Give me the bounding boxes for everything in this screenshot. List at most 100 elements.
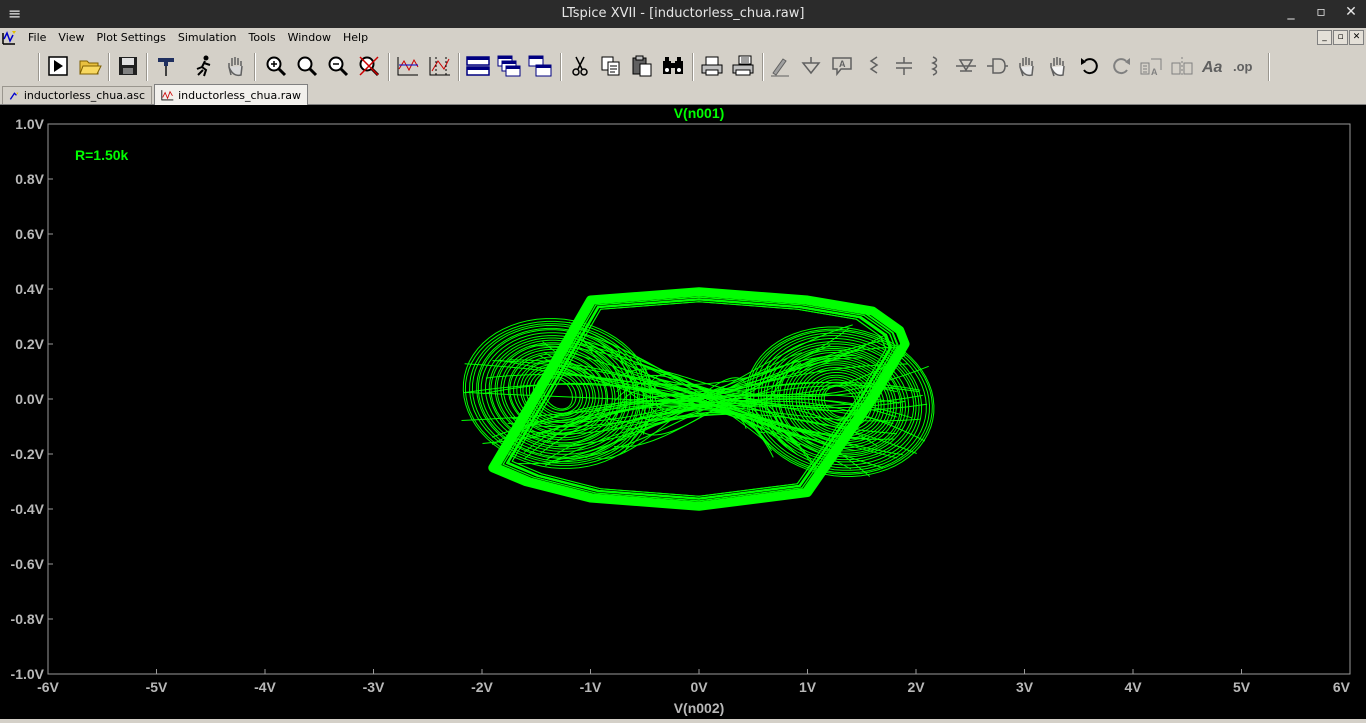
trace-v-n001 xyxy=(461,287,935,511)
title-bar: ≡ LTspice XVII - [inductorless_chua.raw]… xyxy=(0,0,1366,28)
attractor-crossing xyxy=(615,359,797,401)
menu-tools[interactable]: Tools xyxy=(248,31,276,44)
ground-icon[interactable] xyxy=(797,52,825,80)
rotate-icon[interactable]: A xyxy=(1138,52,1166,80)
diode-icon[interactable] xyxy=(952,52,980,80)
control-panel-icon[interactable] xyxy=(152,52,180,80)
x-tick-label: -1V xyxy=(580,679,602,695)
y-tick-label: 0.2V xyxy=(15,336,44,352)
tab-waveform[interactable]: inductorless_chua.raw xyxy=(154,84,308,105)
inductor-icon[interactable] xyxy=(921,52,949,80)
capacitor-icon[interactable] xyxy=(890,52,918,80)
y-tick-label: -1.0V xyxy=(11,666,45,682)
menu-plot-settings[interactable]: Plot Settings xyxy=(96,31,166,44)
x-tick-label: 4V xyxy=(1124,679,1142,695)
attractor-crossing xyxy=(612,363,878,447)
spice-directive-icon[interactable]: .op xyxy=(1231,52,1259,80)
paste-icon[interactable] xyxy=(628,52,656,80)
y-tick-label: 1.0V xyxy=(15,116,44,132)
cut-icon[interactable] xyxy=(566,52,594,80)
undo-icon[interactable] xyxy=(1076,52,1104,80)
zoom-full-icon[interactable] xyxy=(293,52,321,80)
ltspice-app-icon[interactable] xyxy=(0,29,18,47)
menu-view[interactable]: View xyxy=(58,31,85,44)
save-icon[interactable] xyxy=(114,52,142,80)
minimize-button[interactable]: _ xyxy=(1287,4,1295,20)
mark-icon[interactable] xyxy=(426,52,454,80)
toolbar: A A Aa .op xyxy=(0,49,1366,84)
open-icon[interactable] xyxy=(76,52,104,80)
print-setup-icon[interactable] xyxy=(729,52,757,80)
drag-icon[interactable] xyxy=(1045,52,1073,80)
zoom-out-icon[interactable] xyxy=(324,52,352,80)
attractor-crossing xyxy=(653,383,870,440)
x-axis[interactable]: -6V -5V -4V -3V -2V -1V 0V 1V 2V 3V 4V 5V 6V xyxy=(37,669,1351,695)
menu-help[interactable]: Help xyxy=(342,31,369,44)
svg-text:.op: .op xyxy=(1233,59,1253,74)
attractor-orbit xyxy=(788,360,892,444)
attractor-orbit xyxy=(488,337,628,450)
pan-hand-icon[interactable] xyxy=(222,52,250,80)
tab-schematic[interactable]: inductorless_chua.asc xyxy=(2,86,152,104)
autorange-icon[interactable] xyxy=(394,52,422,80)
window-menu-icon[interactable]: ≡ xyxy=(8,4,22,23)
find-icon[interactable] xyxy=(659,52,687,80)
y-axis[interactable]: 1.0V 0.8V 0.6V 0.4V 0.2V 0.0V -0.2V -0.4V -0.6V -… xyxy=(11,116,53,682)
y-tick-label: -0.4V xyxy=(11,501,45,517)
x-tick-label: 3V xyxy=(1016,679,1034,695)
attractor-orbit xyxy=(823,385,857,418)
x-tick-label: 1V xyxy=(799,679,817,695)
resistor-icon[interactable] xyxy=(859,52,887,80)
print-icon[interactable] xyxy=(698,52,726,80)
attractor-crossing xyxy=(646,340,883,403)
attractor-crossing xyxy=(482,402,763,444)
step-annotation: R=1.50k xyxy=(75,147,129,163)
y-tick-label: 0.0V xyxy=(15,391,44,407)
attractor-orbit xyxy=(471,324,645,463)
cascade-icon[interactable] xyxy=(495,52,523,80)
mdi-restore-button[interactable]: ▫ xyxy=(1333,30,1348,45)
copy-icon[interactable] xyxy=(597,52,625,80)
run-icon[interactable] xyxy=(44,52,72,80)
zoom-in-icon[interactable] xyxy=(262,52,290,80)
halt-icon[interactable] xyxy=(190,52,218,80)
attractor-boundary-orbit xyxy=(505,298,893,500)
y-tick-label: -0.6V xyxy=(11,556,45,572)
attractor-orbit xyxy=(763,341,917,463)
attractor-boundary-orbit xyxy=(499,294,899,504)
tile-horizontal-icon[interactable] xyxy=(464,52,492,80)
y-tick-label: -0.8V xyxy=(11,611,45,627)
move-icon[interactable] xyxy=(1014,52,1042,80)
y-tick-label: 0.6V xyxy=(15,226,44,242)
x-tick-label: 2V xyxy=(907,679,925,695)
waveform-plot-pane[interactable]: V(n001) R=1.50k V(n002) 1.0V 0.8V 0.6V 0.4V… xyxy=(0,105,1366,719)
mdi-close-button[interactable]: ✕ xyxy=(1349,30,1364,45)
waveform-plot[interactable]: V(n001) R=1.50k V(n002) 1.0V 0.8V 0.6V 0.4V… xyxy=(0,105,1366,719)
maximize-button[interactable]: ▫ xyxy=(1316,4,1326,20)
x-tick-label: -6V xyxy=(37,679,59,695)
text-icon[interactable]: Aa xyxy=(1200,52,1228,80)
x-tick-label: -5V xyxy=(146,679,168,695)
component-icon[interactable] xyxy=(983,52,1011,80)
redo-icon[interactable] xyxy=(1107,52,1135,80)
label-icon[interactable]: A xyxy=(828,52,856,80)
attractor-orbit xyxy=(798,367,882,437)
x-axis-label[interactable]: V(n002) xyxy=(674,700,725,716)
close-button[interactable]: ✕ xyxy=(1345,4,1357,20)
attractor-crossing xyxy=(507,397,898,428)
zoom-cancel-icon[interactable] xyxy=(355,52,383,80)
chart-title[interactable]: V(n001) xyxy=(674,105,725,121)
attractor-crossing xyxy=(546,400,764,444)
wire-icon[interactable] xyxy=(766,52,794,80)
attractor-envelope xyxy=(488,287,910,511)
menu-simulation[interactable]: Simulation xyxy=(177,31,237,44)
svg-text:A: A xyxy=(839,59,846,69)
menu-window[interactable]: Window xyxy=(287,31,331,44)
x-tick-label: -3V xyxy=(363,679,385,695)
tab-label: inductorless_chua.raw xyxy=(178,88,301,102)
menu-file[interactable]: File xyxy=(28,31,47,44)
attractor-orbit xyxy=(785,357,895,446)
tile-vertical-icon[interactable] xyxy=(526,52,554,80)
mdi-minimize-button[interactable]: _ xyxy=(1317,30,1332,45)
mirror-icon[interactable] xyxy=(1169,52,1197,80)
